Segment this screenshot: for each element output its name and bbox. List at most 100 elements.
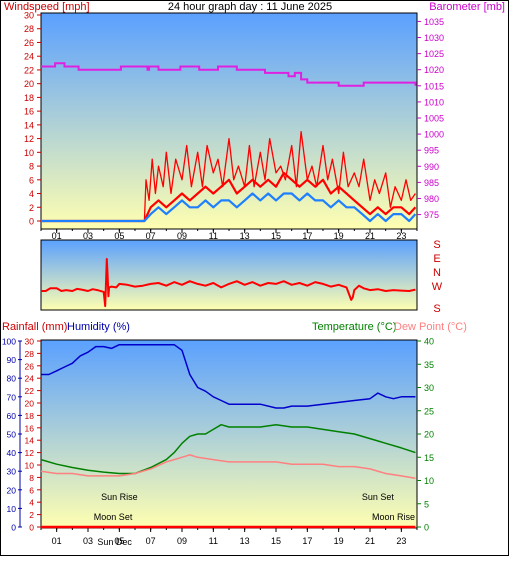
hour-tick-label: 21 <box>365 536 375 546</box>
hour-tick-label: 23 <box>396 536 406 546</box>
hour-tick-label: 13 <box>240 536 250 546</box>
hour-tick-label: 09 <box>177 536 187 546</box>
rain-tick-label: 30 <box>25 337 35 347</box>
direction-label: E <box>433 253 440 265</box>
rain-tick-label: 12 <box>25 448 35 458</box>
baro-tick-label: 1030 <box>424 33 444 43</box>
wind-tick-label: 16 <box>24 107 34 117</box>
hour-tick-label: 23 <box>396 231 406 241</box>
wind-tick-label: 18 <box>24 93 34 103</box>
hour-tick-label: 15 <box>271 536 281 546</box>
rain-tick-label: 16 <box>25 423 35 433</box>
rain-tick-label: 0 <box>29 523 34 533</box>
temp-tick-label: 15 <box>424 453 434 463</box>
humidity-tick-label: 80 <box>7 374 17 384</box>
hour-tick-label: 13 <box>240 231 250 241</box>
astro-annotation: Sun Dec <box>97 537 132 547</box>
rain-tick-label: 28 <box>25 349 35 359</box>
wind-tick-label: 30 <box>24 11 34 21</box>
right-axis-title-dewpoint: Dew Point (°C) <box>394 321 467 333</box>
hour-tick-label: 19 <box>334 536 344 546</box>
direction-label: S <box>433 239 440 251</box>
barometer-line <box>41 62 417 87</box>
rain-tick-label: 14 <box>25 436 35 446</box>
wind-tick-label: 8 <box>29 162 34 172</box>
humidity-tick-label: 20 <box>7 485 17 495</box>
humidity-tick-label: 30 <box>7 467 17 477</box>
right-axis-title-baro: Barometer [mb] <box>429 1 505 13</box>
direction-label: N <box>433 267 441 279</box>
rain-tick-label: 4 <box>29 498 34 508</box>
baro-tick-label: 1000 <box>424 130 444 140</box>
temp-tick-label: 0 <box>424 523 429 533</box>
temp-tick-label: 30 <box>424 383 434 393</box>
temperature-line <box>40 423 416 475</box>
wind-tick-label: 20 <box>24 79 34 89</box>
rain-tick-label: 6 <box>29 485 34 495</box>
hour-tick-label: 19 <box>334 231 344 241</box>
baro-tick-label: 1020 <box>424 65 444 75</box>
hour-tick-label: 03 <box>83 536 93 546</box>
astro-annotation: Moon Rise <box>372 512 415 522</box>
graph-title: 24 hour graph day : 11 June 2025 <box>168 1 332 13</box>
wind-tick-label: 0 <box>29 217 34 227</box>
wind-tick-label: 4 <box>29 189 34 199</box>
astro-annotation: Sun Rise <box>101 492 138 502</box>
wind-tick-label: 10 <box>24 148 34 158</box>
rain-tick-label: 22 <box>25 386 35 396</box>
humidity-tick-label: 70 <box>7 392 17 402</box>
humidity-tick-label: 10 <box>7 504 17 514</box>
wind-tick-label: 28 <box>24 24 34 34</box>
hour-tick-label: 05 <box>114 231 124 241</box>
hour-tick-label: 11 <box>209 231 218 241</box>
wind-average-line <box>41 192 417 223</box>
baro-tick-label: 985 <box>424 178 439 188</box>
hour-tick-label: 05 <box>114 536 124 546</box>
direction-plot-area <box>40 239 418 311</box>
hour-tick-label: 03 <box>83 231 93 241</box>
baro-tick-label: 1010 <box>424 97 444 107</box>
humidity-tick-label: 90 <box>7 355 17 365</box>
temp-tick-label: 5 <box>424 499 429 509</box>
baro-tick-label: 1005 <box>424 114 444 124</box>
humidity-tick-label: 40 <box>7 448 17 458</box>
direction-label: W <box>432 281 443 293</box>
wind-direction-line <box>41 258 416 308</box>
astro-annotation: Moon Set <box>94 512 133 522</box>
humidity-tick-label: 0 <box>11 523 16 533</box>
right-axis-title-temperature: Temperature (°C) <box>312 321 396 333</box>
temp-tick-label: 20 <box>424 430 434 440</box>
wind-plot-area <box>40 12 418 230</box>
astro-annotation: Sun Set <box>362 492 395 502</box>
wind-tick-label: 14 <box>24 120 34 130</box>
wind-tick-label: 6 <box>29 175 34 185</box>
baro-tick-label: 980 <box>424 194 439 204</box>
rain-tick-label: 24 <box>25 374 35 384</box>
dewpoint-line <box>40 454 416 479</box>
hour-tick-label: 11 <box>209 536 218 546</box>
hour-tick-label: 17 <box>302 536 312 546</box>
wind-gust-line <box>41 131 416 222</box>
baro-tick-label: 990 <box>424 162 439 172</box>
wind-speed-line <box>41 171 417 223</box>
temp-plot-area <box>40 339 418 529</box>
left-axis-title-rain: Rainfall (mm) <box>2 321 67 333</box>
wind-tick-label: 24 <box>24 52 34 62</box>
direction-label: S <box>433 303 440 315</box>
temp-tick-label: 40 <box>424 337 434 347</box>
humidity-tick-label: 100 <box>2 337 16 347</box>
baro-tick-label: 1035 <box>424 17 444 27</box>
hour-tick-label: 09 <box>177 231 187 241</box>
rain-tick-label: 10 <box>25 461 35 471</box>
rain-tick-label: 26 <box>25 361 35 371</box>
humidity-line <box>41 343 416 409</box>
temp-tick-label: 35 <box>424 360 434 370</box>
baro-tick-label: 995 <box>424 146 439 156</box>
rain-tick-label: 20 <box>25 399 35 409</box>
rain-tick-label: 2 <box>29 510 34 520</box>
rain-tick-label: 18 <box>25 411 35 421</box>
hour-tick-label: 01 <box>52 536 62 546</box>
wind-tick-label: 2 <box>29 203 34 213</box>
temp-tick-label: 25 <box>424 406 434 416</box>
